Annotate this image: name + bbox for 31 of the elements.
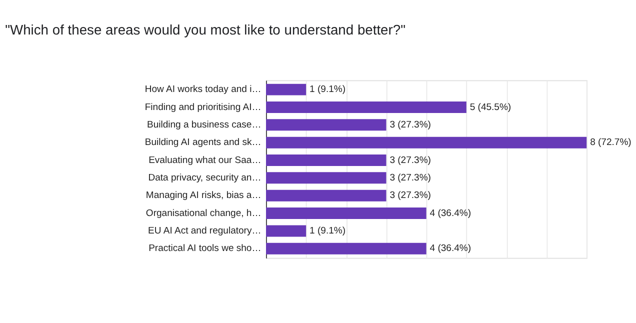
bar: [266, 172, 386, 184]
bar: [266, 136, 587, 148]
y-tick-label: Practical AI tools we sho…: [148, 243, 262, 254]
data-label: 1 (9.1%): [310, 226, 346, 237]
bar: [266, 208, 426, 220]
data-label: 4 (36.4%): [430, 243, 472, 254]
y-tick-label: EU AI Act and regulatory…: [148, 226, 262, 237]
bar: [266, 84, 306, 96]
data-label: 3 (27.3%): [390, 120, 431, 131]
data-label: 1 (9.1%): [310, 84, 346, 96]
y-tick-label: Data privacy, security an…: [148, 172, 262, 184]
bar: [266, 119, 386, 131]
bar: [266, 225, 306, 237]
data-label: 3 (27.3%): [390, 190, 431, 202]
data-label: 8 (72.7%): [590, 137, 632, 148]
bar: [266, 101, 466, 113]
chart-title: "Which of these areas would you most like to understand better?": [5, 21, 406, 38]
bar: [266, 190, 386, 202]
y-tick-label: Building a business case…: [146, 120, 262, 131]
y-tick-label: Organisational change, h…: [146, 208, 262, 219]
data-label: 4 (36.4%): [430, 208, 472, 219]
bar: [266, 154, 386, 166]
bar: [266, 242, 426, 254]
y-tick-label: Managing AI risks, bias a…: [146, 190, 262, 202]
data-label: 3 (27.3%): [390, 172, 431, 184]
y-tick-label: Building AI agents and sk…: [144, 137, 262, 148]
y-tick-label: Finding and prioritising AI…: [144, 102, 262, 113]
y-tick-label: Evaluating what our Saa…: [148, 154, 262, 166]
y-tick-label: How AI works today and i…: [144, 84, 262, 96]
data-label: 5 (45.5%): [470, 102, 512, 113]
data-label: 3 (27.3%): [390, 154, 431, 166]
